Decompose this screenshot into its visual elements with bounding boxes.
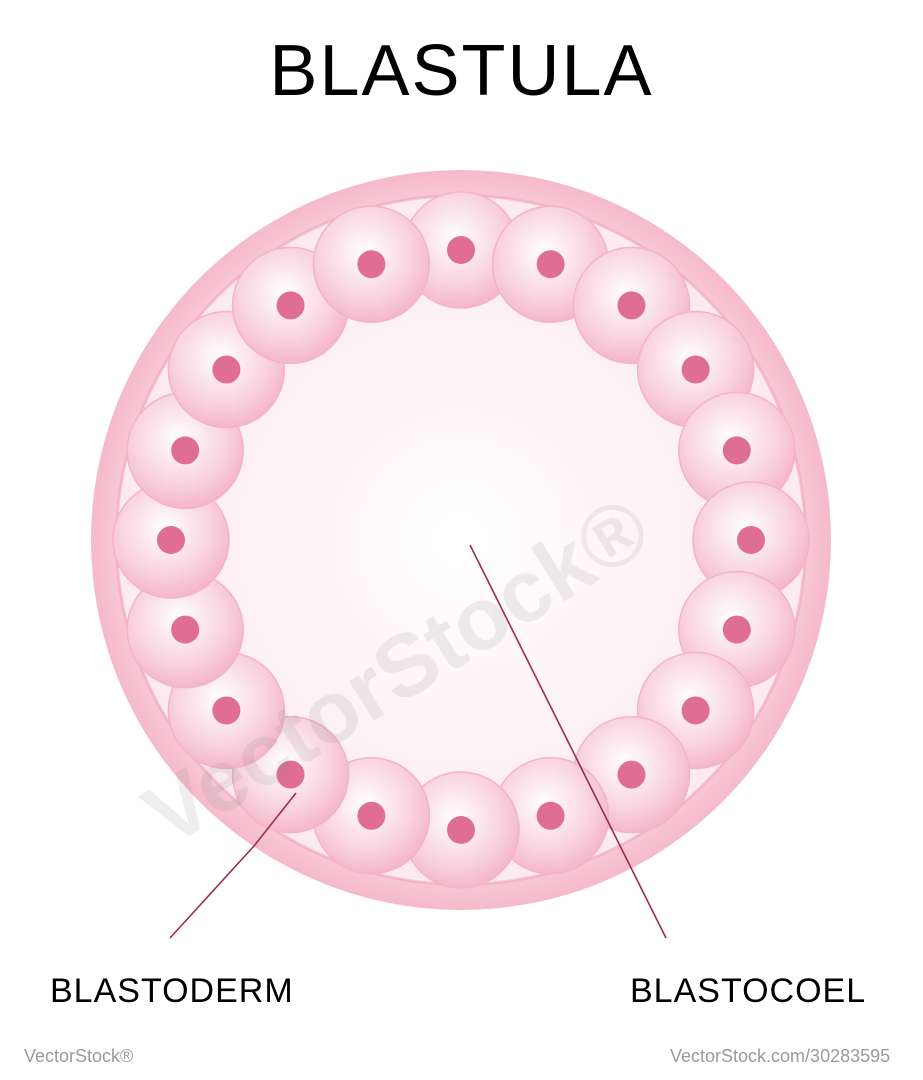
cell-nucleus bbox=[171, 436, 199, 464]
footer-id: VectorStock.com/30283595 bbox=[670, 1046, 890, 1067]
leader-blastoderm bbox=[170, 846, 254, 938]
cell-nucleus bbox=[212, 356, 240, 384]
cell-nucleus bbox=[682, 356, 710, 384]
cell-nucleus bbox=[157, 526, 185, 554]
cell-nucleus bbox=[277, 761, 305, 789]
cell-nucleus bbox=[447, 236, 475, 264]
cell-nucleus bbox=[537, 802, 565, 830]
footer-brand: VectorStock® bbox=[24, 1046, 133, 1067]
cell-nucleus bbox=[171, 616, 199, 644]
blastula-diagram bbox=[0, 0, 923, 1080]
cell-nucleus bbox=[617, 761, 645, 789]
label-blastocoel: BLASTOCOEL bbox=[630, 972, 866, 1011]
stage: BLASTULA BLASTODERM BLASTOCOEL VectorSto… bbox=[0, 0, 923, 1080]
cell-nucleus bbox=[537, 250, 565, 278]
label-blastoderm: BLASTODERM bbox=[50, 972, 294, 1011]
cell-nucleus bbox=[447, 816, 475, 844]
cell-nucleus bbox=[357, 250, 385, 278]
cell-nucleus bbox=[723, 436, 751, 464]
diagram-title: BLASTULA bbox=[0, 30, 923, 112]
cell-nucleus bbox=[212, 696, 240, 724]
cell-nucleus bbox=[617, 291, 645, 319]
cell-nucleus bbox=[737, 526, 765, 554]
cell-nucleus bbox=[682, 696, 710, 724]
cell-nucleus bbox=[357, 802, 385, 830]
cell-nucleus bbox=[277, 291, 305, 319]
cell-nucleus bbox=[723, 616, 751, 644]
